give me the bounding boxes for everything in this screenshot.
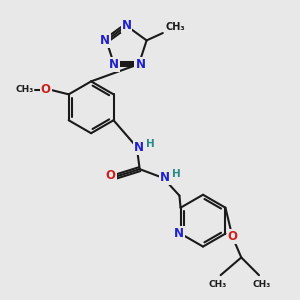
Text: N: N (134, 141, 144, 154)
Text: H: H (172, 169, 181, 178)
Text: N: N (109, 58, 119, 70)
Text: CH₃: CH₃ (165, 22, 185, 32)
Text: CH₃: CH₃ (208, 280, 227, 289)
Text: CH₃: CH₃ (253, 280, 271, 289)
Text: N: N (100, 34, 110, 47)
Text: O: O (106, 169, 116, 182)
Text: N: N (122, 19, 131, 32)
Text: O: O (227, 230, 237, 243)
Text: N: N (135, 58, 146, 70)
Text: H: H (146, 139, 154, 149)
Text: CH₃: CH₃ (15, 85, 33, 94)
Text: N: N (160, 171, 170, 184)
Text: N: N (174, 227, 184, 240)
Text: O: O (41, 83, 51, 96)
